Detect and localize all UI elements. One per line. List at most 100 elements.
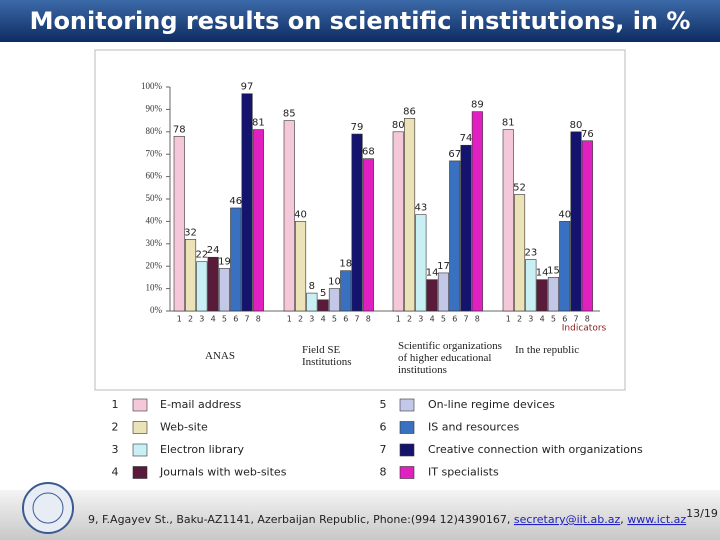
bar <box>173 135 185 312</box>
data-label: 23 <box>524 247 537 258</box>
y-tick-label: 90% <box>146 103 163 113</box>
data-label: 32 <box>184 227 197 238</box>
y-tick-label: 40% <box>146 215 163 225</box>
legend-number: 4 <box>112 466 119 479</box>
data-label: 81 <box>502 118 515 129</box>
bar <box>218 268 230 312</box>
indicator-number: 5 <box>551 315 556 324</box>
category-label: ANAS <box>205 350 235 362</box>
legend-number: 8 <box>380 466 387 479</box>
bar <box>196 261 208 312</box>
legend-swatch <box>132 421 148 434</box>
bar <box>513 194 526 312</box>
legend-swatch <box>132 466 148 479</box>
data-label: 14 <box>536 268 549 279</box>
legend-swatch <box>132 398 148 412</box>
bar <box>570 131 582 312</box>
indicator-number: 2 <box>188 315 193 324</box>
bar <box>392 131 404 312</box>
legend-number: 3 <box>112 443 119 456</box>
data-label: 52 <box>513 183 526 194</box>
y-tick-label: 10% <box>146 283 163 293</box>
bar <box>403 118 416 312</box>
legend-number: 2 <box>112 421 119 434</box>
data-label: 24 <box>207 245 220 256</box>
page-number: 13/19 <box>686 507 718 520</box>
data-label: 40 <box>558 209 571 220</box>
bar <box>207 256 219 312</box>
footer-website[interactable]: www.ict.az <box>627 513 686 526</box>
legend-number: 5 <box>380 398 387 411</box>
indicator-number: 6 <box>562 315 567 324</box>
legend-label: IT specialists <box>428 466 499 479</box>
data-label: 17 <box>437 261 450 272</box>
legend-number: 1 <box>112 398 119 411</box>
data-label: 40 <box>294 209 307 220</box>
bar <box>525 259 537 312</box>
footer-email[interactable]: secretary@iit.ab.az <box>514 513 621 526</box>
bar <box>471 111 483 312</box>
legend-label: Journals with web-sites <box>159 466 287 479</box>
indicator-number: 6 <box>233 315 238 324</box>
bar <box>351 133 363 312</box>
y-tick-label: 80% <box>146 126 163 136</box>
indicator-number: 1 <box>396 315 401 324</box>
x-axis-label: Indicators <box>562 324 607 334</box>
bar <box>294 221 307 312</box>
bar <box>230 207 242 312</box>
data-label: 5 <box>320 288 326 299</box>
indicator-number: 1 <box>177 315 182 324</box>
indicator-number: 2 <box>407 315 412 324</box>
indicator-number: 3 <box>528 315 533 324</box>
footer-address: 9, F.Agayev St., Baku-AZ1141, Azerbaijan… <box>88 513 510 526</box>
legend-label: E-mail address <box>160 398 241 411</box>
category-label: Field SE Institutions <box>302 344 352 368</box>
indicator-number: 1 <box>506 315 511 324</box>
y-tick-label: 0% <box>150 305 163 315</box>
indicator-number: 4 <box>321 315 326 324</box>
indicator-number: 4 <box>430 315 435 324</box>
legend-label: IS and resources <box>428 421 519 434</box>
title-bar <box>0 0 720 42</box>
legend-number: 7 <box>380 443 387 456</box>
indicator-number: 2 <box>298 315 303 324</box>
data-label: 89 <box>471 100 484 111</box>
data-label: 79 <box>351 122 364 133</box>
indicator-number: 3 <box>199 315 204 324</box>
legend-swatch <box>399 466 415 479</box>
indicator-number: 8 <box>256 315 261 324</box>
bar <box>317 299 329 312</box>
indicator-number: 1 <box>287 315 292 324</box>
footer-text: 9, F.Agayev St., Baku-AZ1141, Azerbaijan… <box>88 513 686 526</box>
legend-swatch <box>132 443 148 457</box>
bar <box>328 288 341 312</box>
bar <box>449 160 461 312</box>
indicator-number: 7 <box>574 315 579 324</box>
legend-swatch <box>399 421 415 434</box>
legend-label: Creative connection with organizations <box>428 443 643 456</box>
data-label: 10 <box>328 277 341 288</box>
indicator-number: 4 <box>540 315 545 324</box>
y-tick-label: 70% <box>146 148 163 158</box>
indicator-number: 4 <box>211 315 216 324</box>
data-label: 80 <box>392 120 405 131</box>
bar <box>547 277 560 312</box>
y-tick-label: 60% <box>146 171 163 181</box>
category-label: Scientific organizations of higher educa… <box>398 340 502 376</box>
bar <box>502 129 514 312</box>
y-tick-label: 100% <box>141 81 163 91</box>
data-label: 8 <box>309 281 315 292</box>
indicator-number: 8 <box>585 315 590 324</box>
data-label: 19 <box>218 256 231 267</box>
data-label: 67 <box>448 149 461 160</box>
data-label: 97 <box>241 82 254 93</box>
indicator-number: 3 <box>309 315 314 324</box>
data-label: 46 <box>229 196 242 207</box>
indicator-number: 5 <box>332 315 337 324</box>
bar <box>437 272 450 312</box>
indicator-number: 8 <box>475 315 480 324</box>
y-tick-label: 50% <box>146 193 163 203</box>
y-tick-label: 20% <box>146 260 163 270</box>
